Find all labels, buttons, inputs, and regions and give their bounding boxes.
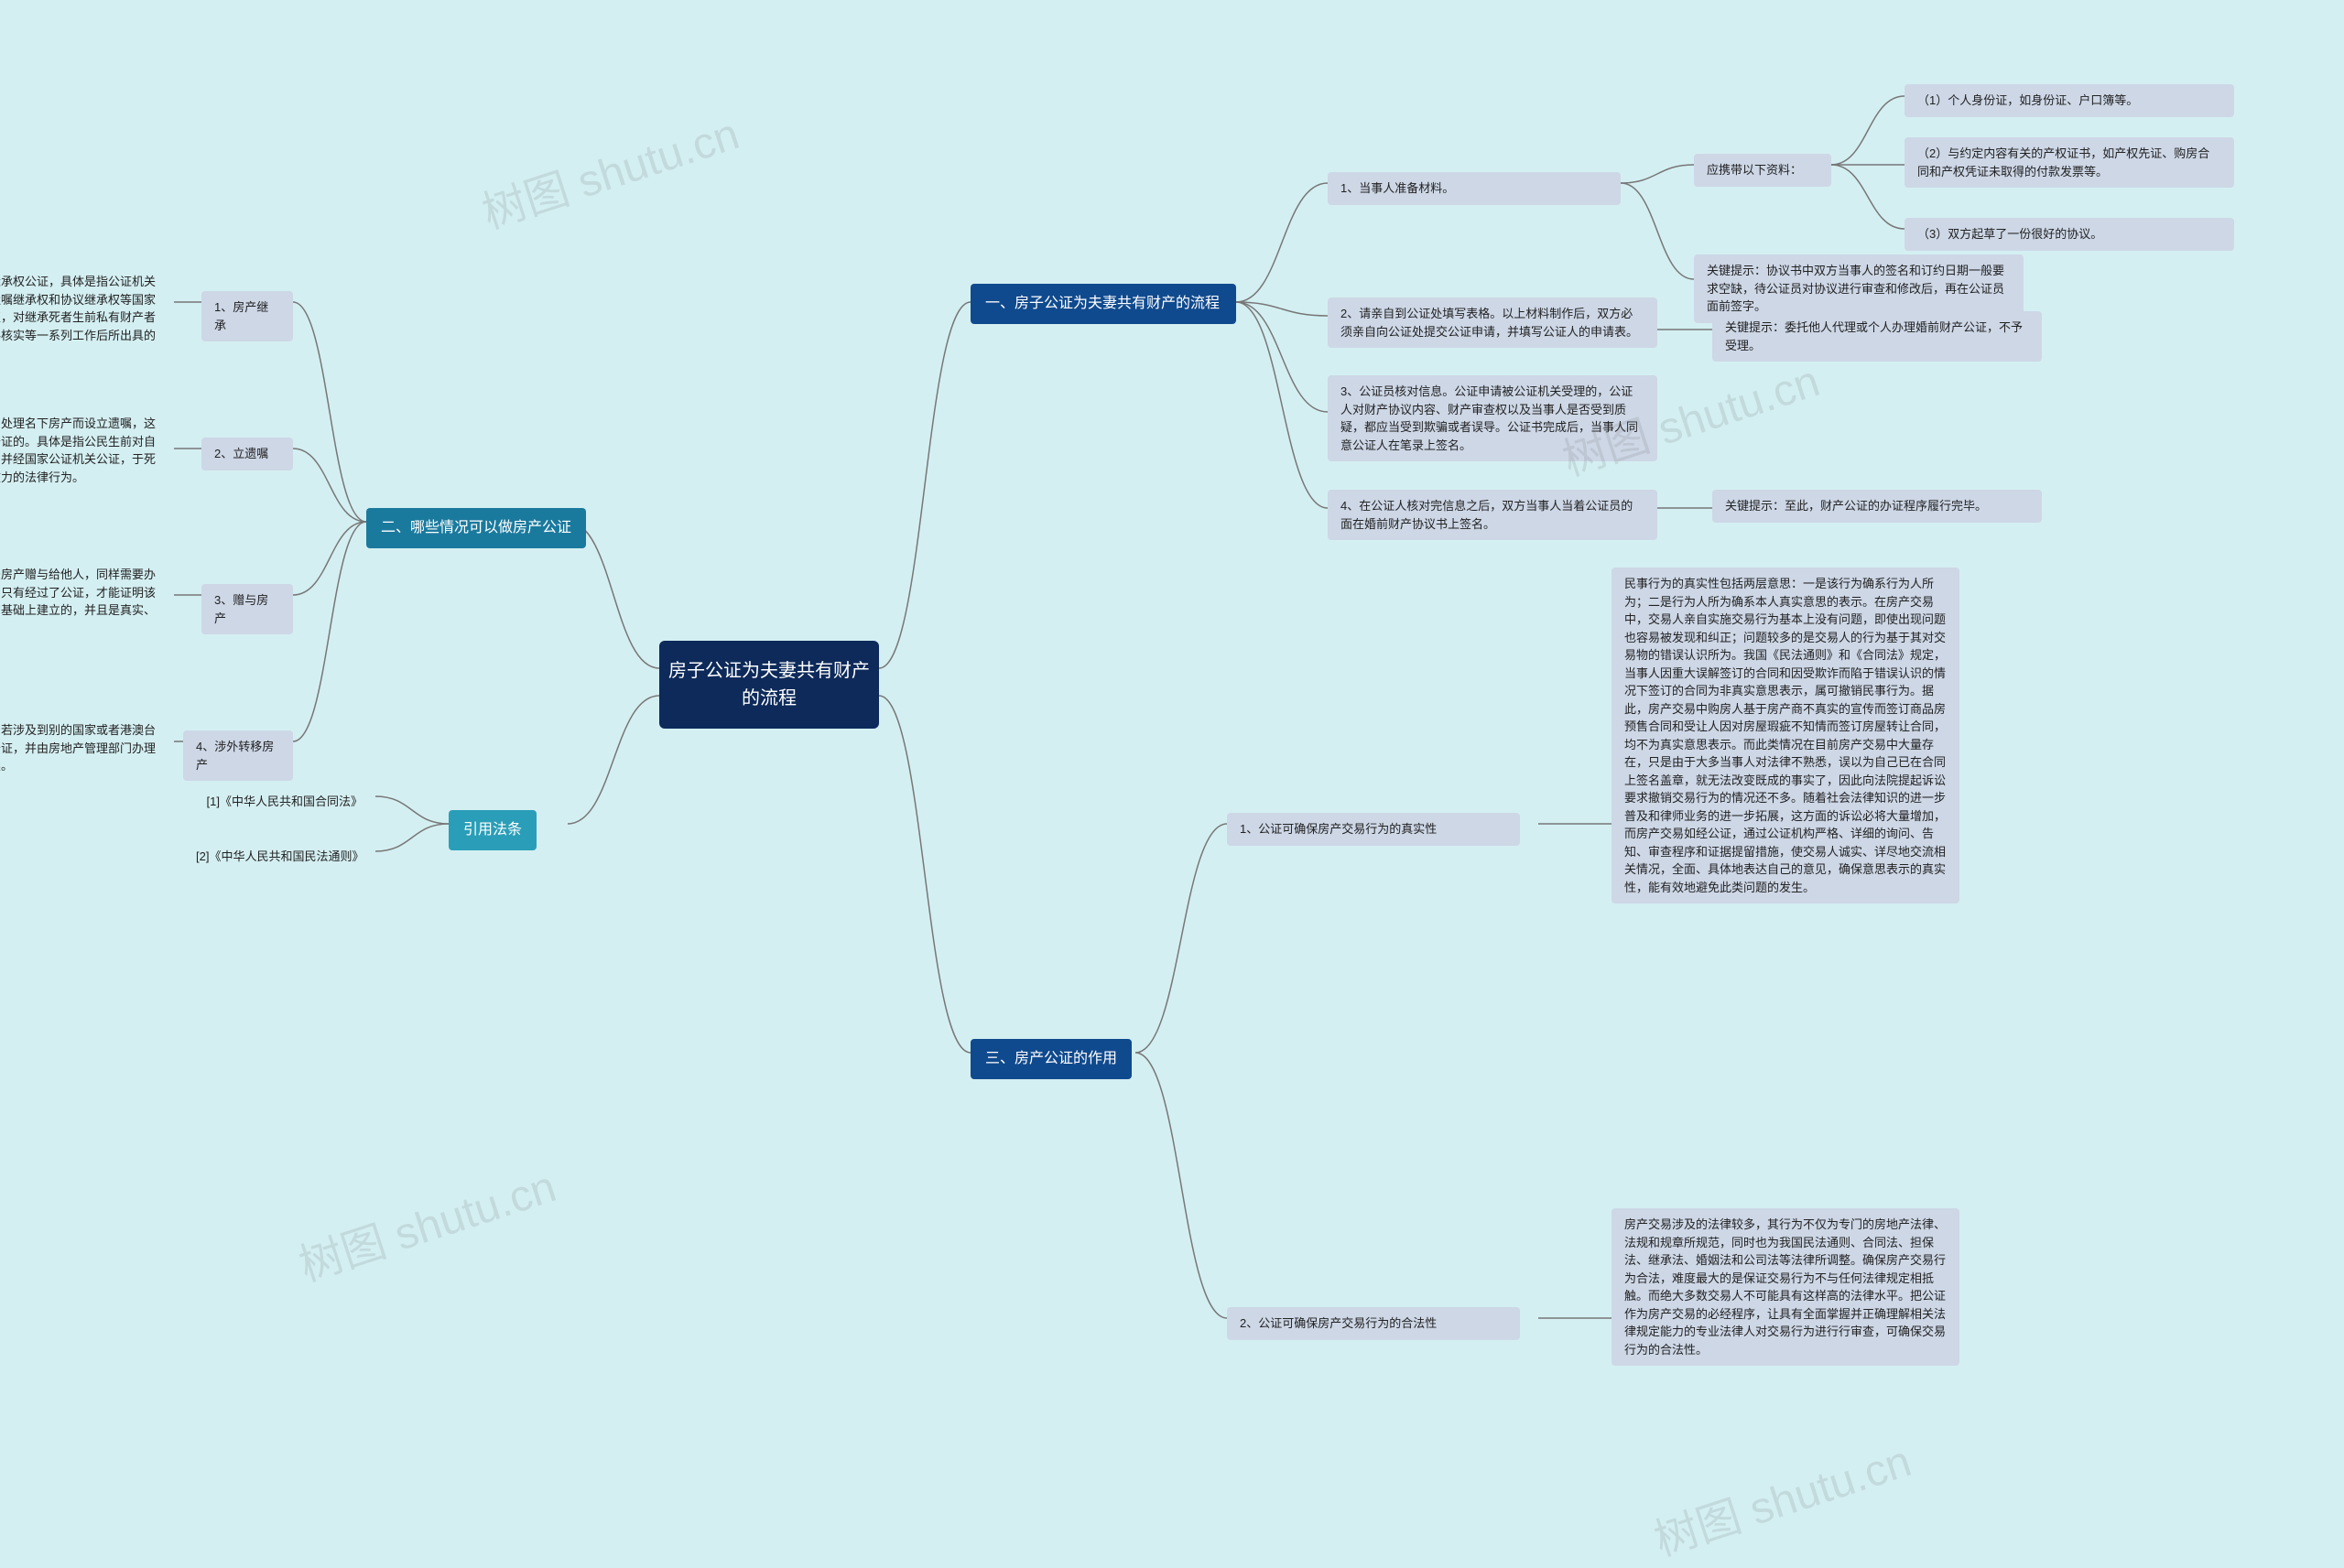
- branch-refs: 引用法条: [449, 810, 537, 850]
- b1-n1: 1、当事人准备材料。: [1328, 172, 1621, 205]
- b1-n1-sub-c: （3）双方起草了一份很好的协议。: [1904, 218, 2234, 251]
- branch-1: 一、房子公证为夫妻共有财产的流程: [971, 284, 1236, 324]
- b1-n4: 4、在公证人核对完信息之后，双方当事人当着公证员的面在婚前财产协议书上签名。: [1328, 490, 1657, 540]
- b3-n2: 2、公证可确保房产交易行为的合法性: [1227, 1307, 1520, 1340]
- b1-n2: 2、请亲自到公证处填写表格。以上材料制作后，双方必须亲自向公证处提交公证申请，并…: [1328, 297, 1657, 348]
- b3-n1: 1、公证可确保房产交易行为的真实性: [1227, 813, 1520, 846]
- b1-n2-tip: 关键提示：委托他人代理或个人办理婚前财产公证，不予受理。: [1712, 311, 2042, 362]
- b1-n1-sub-b: （2）与约定内容有关的产权证书，如产权先证、购房合同和产权凭证未取得的付款发票等…: [1904, 137, 2234, 188]
- b1-n1-sub-a: （1）个人身份证，如身份证、户口簿等。: [1904, 84, 2234, 117]
- b3-n1-desc: 民事行为的真实性包括两层意思：一是该行为确系行为人所为；二是行为人所为确系本人真…: [1612, 568, 1959, 903]
- watermark: 树图 shutu.cn: [1644, 1425, 1917, 1568]
- b1-n4-tip: 关键提示：至此，财产公证的办证程序履行完毕。: [1712, 490, 2042, 523]
- watermark: 树图 shutu.cn: [289, 1151, 562, 1293]
- b2-n2-desc: 房产所有人为了妥当处理名下房产而设立遗嘱，这时是需要办理遗嘱公证的。具体是指公民…: [0, 407, 174, 493]
- root-node: 房子公证为夫妻共有财产的流程: [659, 641, 879, 729]
- b1-n1-sub: 应携带以下资料：: [1694, 154, 1831, 187]
- b2-n1: 1、房产继承: [201, 291, 293, 341]
- watermark: 树图 shutu.cn: [472, 98, 745, 241]
- b2-n3: 3、赠与房产: [201, 584, 293, 634]
- branch-3: 三、房产公证的作用: [971, 1039, 1132, 1079]
- b2-n4: 4、涉外转移房产: [183, 730, 293, 781]
- refs-a: [1]《中华人民共和国合同法》: [183, 785, 375, 818]
- b2-n3-desc: 赠与人将名下的合法房产赠与给他人，同样需要办理公证才可以。因为只有经过了公证，才…: [0, 558, 174, 644]
- refs-b: [2]《中华人民共和国民法通则》: [183, 840, 375, 873]
- b2-n2: 2、立遗嘱: [201, 438, 293, 470]
- b2-n4-desc: 房产所有权转移行为若涉及到别的国家或者港澳台地区，也必须办理公证，并由房地产管理…: [0, 714, 174, 783]
- branch-2: 二、哪些情况可以做房产公证: [366, 508, 586, 548]
- b1-n3: 3、公证员核对信息。公证申请被公证机关受理的，公证人对财产协议内容、财产审查权以…: [1328, 375, 1657, 461]
- b2-n1-desc: 继承房产需要办理继承权公证，具体是指公证机关根据法定继承权、遗嘱继承权和协议继承…: [0, 265, 174, 370]
- b3-n2-desc: 房产交易涉及的法律较多，其行为不仅为专门的房地产法律、法规和规章所规范，同时也为…: [1612, 1208, 1959, 1366]
